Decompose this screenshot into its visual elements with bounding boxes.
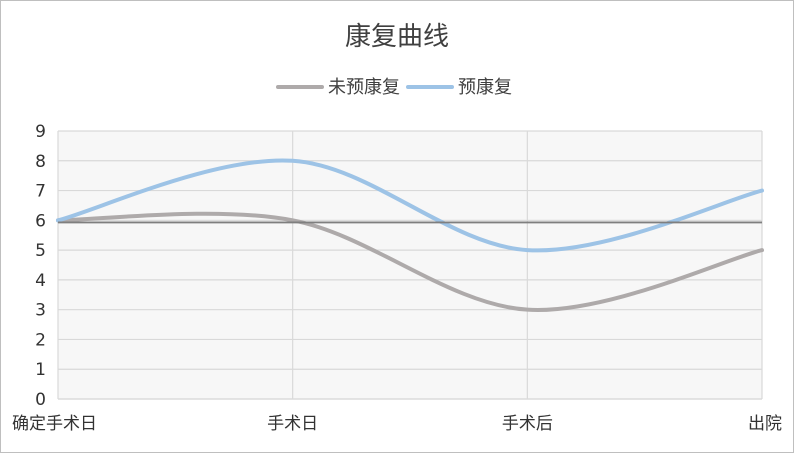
legend-label-no-prehab: 未预康复 (328, 77, 400, 98)
plot-area (58, 131, 762, 399)
x-tick-label: 确定手术日 (12, 414, 97, 434)
y-axis-tick-labels: 0 1 2 3 4 5 6 7 8 9 (35, 122, 46, 410)
y-tick-label: 1 (35, 360, 46, 380)
y-tick-label: 6 (35, 211, 46, 231)
chart-title: 康复曲线 (345, 22, 449, 52)
x-tick-label: 手术后 (502, 414, 553, 434)
series-lines (56, 158, 764, 312)
x-tick-label: 手术日 (267, 414, 318, 434)
legend-label-prehab: 预康复 (458, 77, 512, 98)
legend: 未预康复 预康复 (276, 77, 512, 98)
y-tick-label: 4 (35, 271, 46, 291)
y-tick-label: 8 (35, 152, 46, 172)
series-line-no-prehab (56, 211, 764, 312)
y-tick-label: 5 (35, 241, 46, 261)
y-tick-label: 9 (35, 122, 46, 142)
y-tick-label: 3 (35, 301, 46, 321)
y-tick-label: 0 (35, 390, 46, 410)
x-axis-tick-labels: 确定手术日 手术日 手术后 出院 (12, 414, 782, 434)
gridlines (57, 130, 763, 400)
y-tick-label: 7 (35, 182, 46, 202)
series-line-prehab (56, 158, 764, 253)
x-tick-label: 出院 (748, 414, 782, 434)
y-tick-label: 2 (35, 330, 46, 350)
